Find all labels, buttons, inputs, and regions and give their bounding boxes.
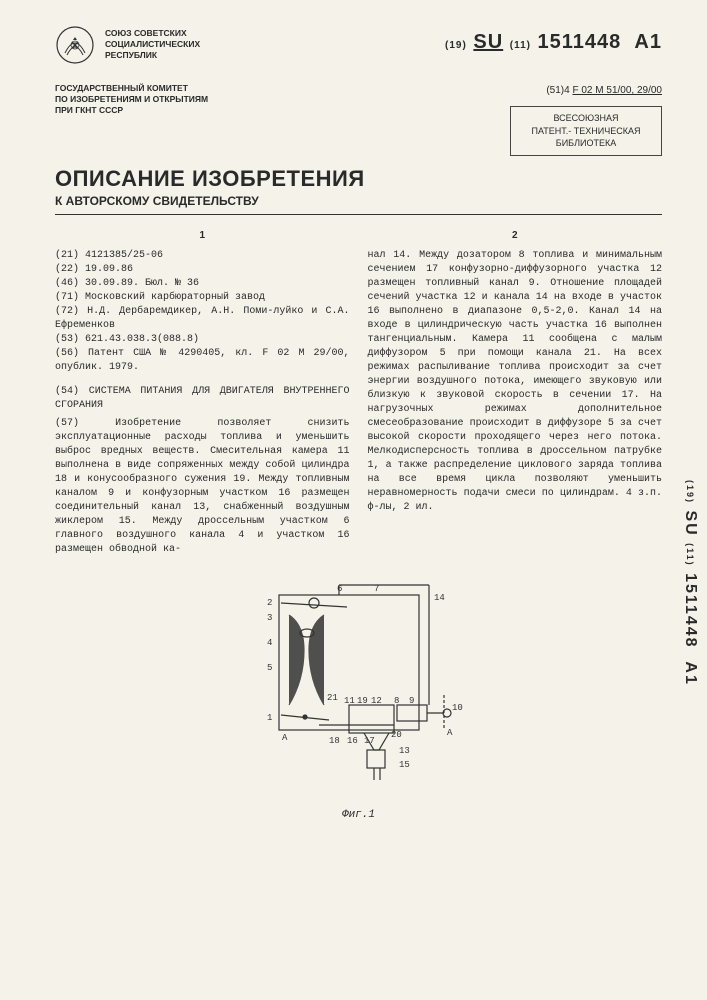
svg-text:5: 5 [267,663,272,673]
ipc-classification: (51)4 F 02 M 51/00, 29/00 [546,83,662,96]
field-21: (21) 4121385/25-06 [55,249,350,263]
figure-caption: Фиг.1 [55,809,662,821]
doc-num: 1511448 [538,31,622,53]
diagram-svg: 2 3 4 5 1 6 7 14 21 11 19 12 8 9 10 20 1… [219,575,499,805]
library-stamp: ВСЕСОЮЗНАЯ ПАТЕНТ.- ТЕХНИЧЕСКАЯ БИБЛИОТЕ… [510,106,662,156]
field-56: (56) Патент США № 4290405, кл. F 02 M 29… [55,347,350,375]
main-title: ОПИСАНИЕ ИЗОБРЕТЕНИЯ [55,166,662,192]
svg-text:8: 8 [394,696,399,706]
svg-text:A: A [447,728,453,738]
doc-prefix-11: (11) [510,40,531,51]
body-columns: 1 (21) 4121385/25-06 (22) 19.09.86 (46) … [55,229,662,557]
svg-text:4: 4 [267,638,272,648]
svg-text:14: 14 [434,593,445,603]
svg-text:16: 16 [347,736,358,746]
stamp-line3: БИБЛИОТЕКА [521,137,651,150]
stamp-line2: ПАТЕНТ.- ТЕХНИЧЕСКАЯ [521,125,651,138]
svg-text:6: 6 [337,584,342,594]
divider [55,214,662,215]
svg-text:9: 9 [409,696,414,706]
field-53: (53) 621.43.038.3(088.8) [55,333,350,347]
doc-su: SU [473,31,503,53]
col2-text: нал 14. Между дозатором 8 топлива и мини… [368,249,663,515]
doc-prefix-19: (19) [445,40,467,51]
document-number: (19) SU (11) 1511448 A1 [445,25,662,54]
svg-text:2: 2 [267,598,272,608]
class-code: F 02 M 51/00, 29/00 [572,85,662,96]
svg-text:19: 19 [357,696,368,706]
field-22: (22) 19.09.86 [55,263,350,277]
svg-text:20: 20 [391,730,402,740]
field-72: (72) Н.Д. Дербаремдикер, А.Н. Поми-луйко… [55,305,350,333]
header-row: СОЮЗ СОВЕТСКИХ СОЦИАЛИСТИЧЕСКИХ РЕСПУБЛИ… [55,25,662,65]
ussr-emblem-icon [55,25,95,65]
field-46: (46) 30.09.89. Бюл. № 36 [55,277,350,291]
svg-text:10: 10 [452,703,463,713]
field-71: (71) Московский карбюраторный завод [55,291,350,305]
svg-text:12: 12 [371,696,382,706]
svg-text:A: A [282,733,288,743]
svg-text:11: 11 [344,696,355,706]
col2-number: 2 [368,229,663,243]
col1-number: 1 [55,229,350,243]
stamp-line1: ВСЕСОЮЗНАЯ [521,112,651,125]
committee-row: ГОСУДАРСТВЕННЫЙ КОМИТЕТ ПО ИЗОБРЕТЕНИЯМ … [55,83,662,156]
union-label: СОЮЗ СОВЕТСКИХ СОЦИАЛИСТИЧЕСКИХ РЕСПУБЛИ… [105,25,445,61]
vertical-doc-number: (19) SU (11) 1511448 A1 [681,480,699,686]
svg-text:17: 17 [364,736,375,746]
svg-text:7: 7 [374,584,379,594]
column-2: 2 нал 14. Между дозатором 8 топлива и ми… [368,229,663,557]
svg-text:3: 3 [267,613,272,623]
svg-text:1: 1 [267,713,272,723]
field-54: (54) СИСТЕМА ПИТАНИЯ ДЛЯ ДВИГАТЕЛЯ ВНУТР… [55,385,350,413]
class-prefix: (51)4 [546,85,569,96]
subtitle: К АВТОРСКОМУ СВИДЕТЕЛЬСТВУ [55,194,662,208]
figure-1: 2 3 4 5 1 6 7 14 21 11 19 12 8 9 10 20 1… [55,575,662,835]
svg-text:13: 13 [399,746,410,756]
column-1: 1 (21) 4121385/25-06 (22) 19.09.86 (46) … [55,229,350,557]
svg-text:15: 15 [399,760,410,770]
doc-suffix: A1 [634,31,662,53]
committee-label: ГОСУДАРСТВЕННЫЙ КОМИТЕТ ПО ИЗОБРЕТЕНИЯМ … [55,83,510,116]
svg-text:18: 18 [329,736,340,746]
field-57: (57) Изобретение позволяет снизить экспл… [55,417,350,557]
svg-text:21: 21 [327,693,338,703]
